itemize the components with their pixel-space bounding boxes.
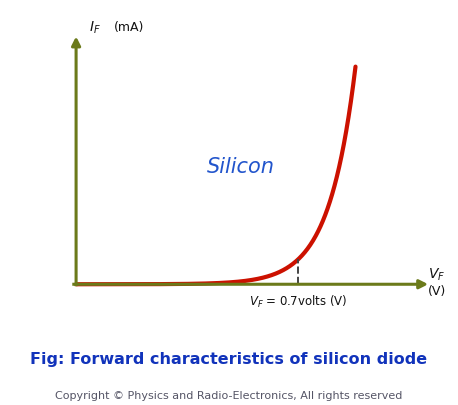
Text: Fig: Forward characteristics of silicon diode: Fig: Forward characteristics of silicon … [30,351,428,366]
Text: $V_F$ = 0.7volts (V): $V_F$ = 0.7volts (V) [249,293,348,309]
Text: $V_F$: $V_F$ [428,266,445,282]
Text: $I_F$: $I_F$ [89,19,101,36]
Text: (V): (V) [428,284,446,297]
Text: Copyright © Physics and Radio-Electronics, All rights reserved: Copyright © Physics and Radio-Electronic… [55,390,403,400]
Text: Silicon: Silicon [207,157,274,177]
Text: (mA): (mA) [114,21,144,34]
